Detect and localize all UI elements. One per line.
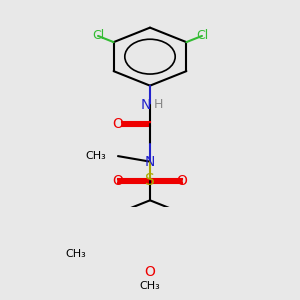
Text: N: N bbox=[145, 154, 155, 169]
Text: Cl: Cl bbox=[92, 29, 104, 42]
Text: CH₃: CH₃ bbox=[85, 151, 106, 161]
Text: O: O bbox=[112, 174, 123, 188]
Text: S: S bbox=[145, 173, 155, 188]
Text: CH₃: CH₃ bbox=[140, 281, 160, 291]
Text: Cl: Cl bbox=[196, 29, 208, 42]
Text: O: O bbox=[145, 265, 155, 279]
Text: CH₃: CH₃ bbox=[66, 249, 87, 259]
Text: H: H bbox=[153, 98, 163, 112]
Text: O: O bbox=[112, 117, 123, 131]
Text: N: N bbox=[141, 98, 151, 112]
Text: O: O bbox=[177, 174, 188, 188]
